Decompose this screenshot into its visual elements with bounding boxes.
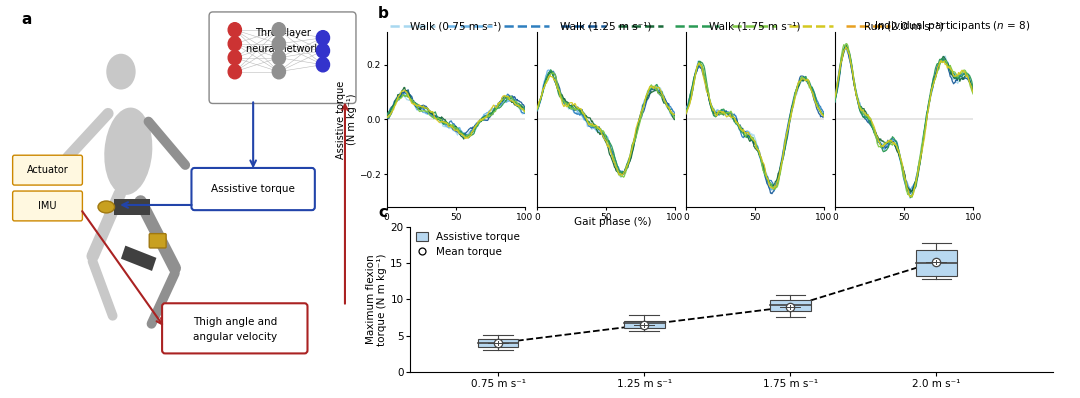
Bar [477,339,518,347]
Circle shape [272,51,285,65]
Circle shape [228,51,242,65]
Text: b: b [378,6,389,21]
Text: Assistive torque: Assistive torque [212,184,295,194]
Bar [916,250,957,276]
Text: angular velocity: angular velocity [192,332,276,342]
Text: Actuator: Actuator [27,165,68,175]
Bar [121,246,157,271]
FancyArrowPatch shape [68,113,108,157]
Y-axis label: Assistive torque
(N m kg⁻¹): Assistive torque (N m kg⁻¹) [336,80,357,158]
Text: Gait phase (%): Gait phase (%) [573,217,651,227]
Bar [623,320,664,328]
Text: a: a [22,12,32,27]
FancyBboxPatch shape [13,155,82,185]
Ellipse shape [105,107,152,195]
Circle shape [228,64,242,79]
Bar [770,300,811,311]
Title: Walk (1.75 m s⁻¹): Walk (1.75 m s⁻¹) [710,21,800,31]
Circle shape [272,23,285,37]
Text: Individual participants ($n$ = 8): Individual participants ($n$ = 8) [874,19,1030,33]
FancyBboxPatch shape [13,191,82,221]
FancyBboxPatch shape [162,303,308,353]
FancyBboxPatch shape [149,234,166,248]
Text: neural network: neural network [245,44,320,54]
Circle shape [272,37,285,51]
Title: Run (2.0 m s⁻¹): Run (2.0 m s⁻¹) [864,21,944,31]
FancyBboxPatch shape [210,12,356,103]
FancyArrowPatch shape [151,273,175,324]
FancyArrowPatch shape [93,261,112,316]
FancyBboxPatch shape [191,168,315,210]
Bar [113,199,150,215]
Circle shape [316,31,329,45]
Title: Walk (0.75 m s⁻¹): Walk (0.75 m s⁻¹) [410,21,501,31]
Legend: Assistive torque, Mean torque: Assistive torque, Mean torque [416,232,521,257]
FancyArrowPatch shape [148,121,186,165]
FancyArrowPatch shape [93,193,120,256]
Ellipse shape [106,54,136,90]
Y-axis label: Maximum flexion
torque (N m kg⁻¹): Maximum flexion torque (N m kg⁻¹) [366,253,388,346]
Circle shape [272,64,285,79]
Circle shape [316,44,329,58]
Text: IMU: IMU [38,201,57,211]
Text: Three-layer: Three-layer [255,28,310,38]
FancyArrowPatch shape [140,201,175,268]
Circle shape [228,23,242,37]
Text: c: c [378,205,387,220]
Ellipse shape [98,201,114,213]
Circle shape [228,37,242,51]
Circle shape [316,57,329,72]
Text: Thigh angle and: Thigh angle and [192,317,276,328]
Title: Walk (1.25 m s⁻¹): Walk (1.25 m s⁻¹) [561,21,651,31]
